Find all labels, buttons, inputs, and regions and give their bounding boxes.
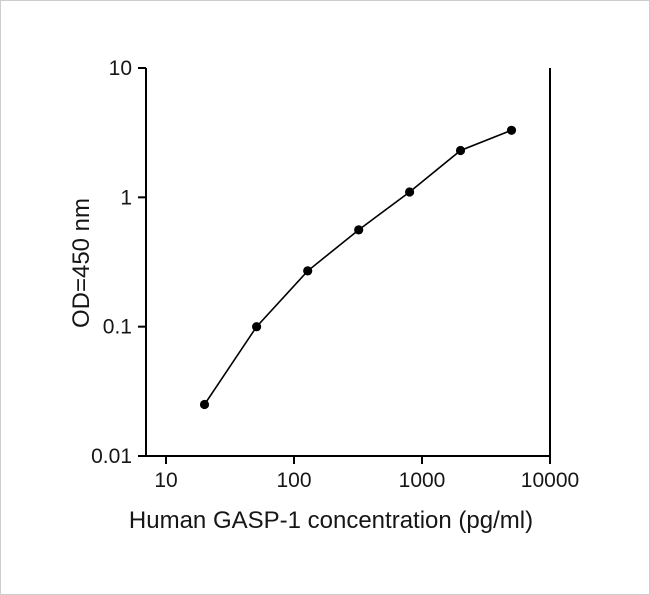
data-point-marker [354,225,364,235]
data-point-marker [506,125,517,135]
x-axis-title: Human GASP-1 concentration (pg/ml) [129,507,533,534]
data-point-marker [405,187,415,197]
data-point-marker [252,322,262,332]
y-tick-label: 1 [120,186,132,209]
x-tick-label: 100 [276,469,311,492]
x-tick-label: 10 [154,469,177,492]
x-tick-label: 10000 [521,469,579,492]
y-axis-title: OD=450 nm [68,198,95,328]
data-point-marker [455,145,466,156]
y-tick-label: 0.01 [91,445,132,468]
y-tick-label: 10 [109,57,132,80]
data-point-marker [303,266,313,276]
x-tick-label: 1000 [399,469,446,492]
plot-area: 10 100 1000 10000 0.01 0.1 1 10 [91,57,579,492]
data-point-marker [199,399,210,410]
y-tick-label: 0.1 [103,316,132,339]
series-line [203,129,512,405]
plot-frame [145,68,551,457]
